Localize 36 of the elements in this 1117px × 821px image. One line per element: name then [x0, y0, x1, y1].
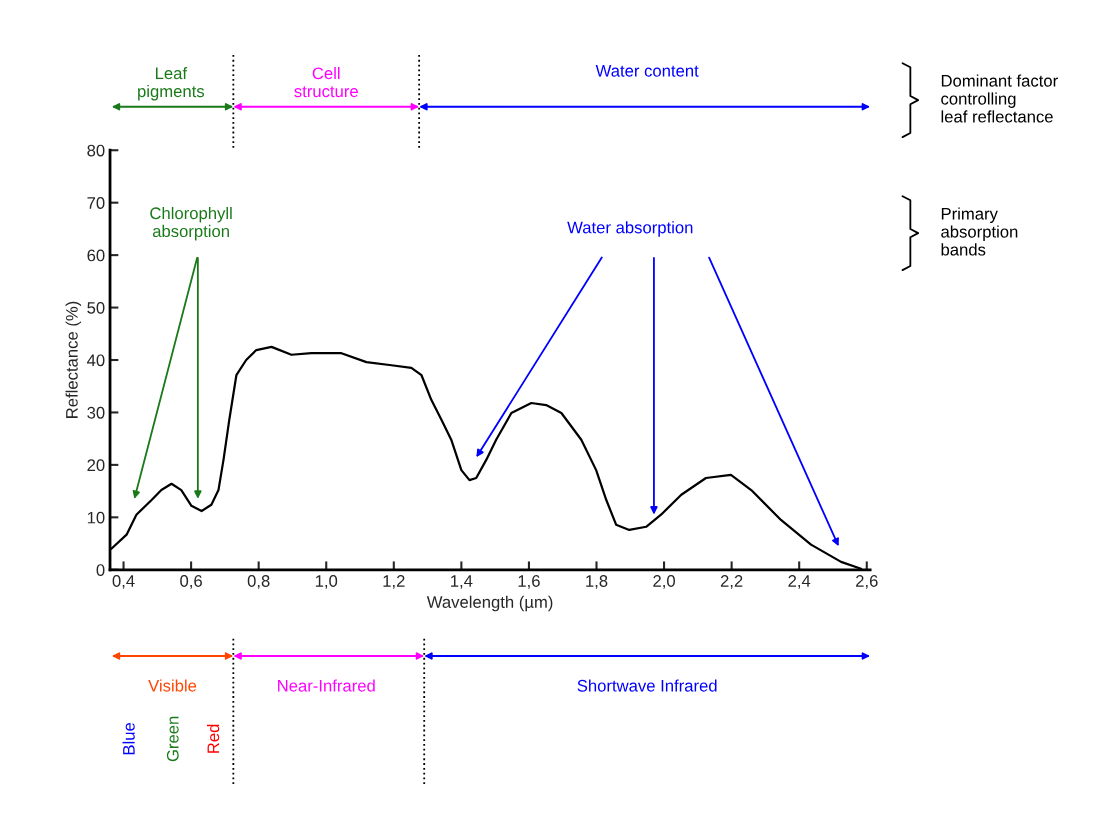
x-tick-label: 1,8 — [586, 575, 608, 589]
text: Cell structure — [294, 67, 358, 98]
text: Primary absorption bands — [941, 207, 1018, 256]
x-tick-label: 2,0 — [653, 575, 675, 589]
y-axis-title: Reflectance (%) — [65, 301, 82, 418]
x-tick-label: 0,6 — [180, 575, 202, 589]
x-tick-label: 2,2 — [720, 575, 743, 589]
x-tick-label: 1,6 — [518, 575, 540, 589]
text: Near-Infrared — [278, 679, 375, 692]
y-tick-label: 70 — [87, 197, 105, 209]
y-tick-label: 0 — [96, 564, 105, 576]
text: Water content — [595, 65, 699, 77]
x-tick-label: 1,4 — [451, 575, 473, 589]
x-tick-label: 1,2 — [383, 575, 405, 589]
y-tick-label: 30 — [87, 406, 105, 419]
y-tick-label: 10 — [87, 511, 105, 524]
x-tick-label: 0,4 — [112, 575, 135, 589]
text: Visible — [148, 679, 197, 692]
y-tick-label: 80 — [87, 144, 105, 157]
y-tick-label: 50 — [87, 301, 105, 314]
annotation: Chlorophyll absorption — [150, 206, 232, 241]
y-tick-label: 40 — [87, 354, 105, 367]
text: Leaf pigments — [138, 67, 205, 101]
annotation: Water absorption — [567, 221, 693, 237]
x-tick-label: 1,0 — [315, 575, 338, 589]
y-tick-label: 60 — [87, 249, 105, 262]
text: Green — [166, 716, 179, 762]
text: Blue — [122, 722, 135, 755]
x-tick-label: 0,8 — [247, 575, 270, 589]
text: Dominant factor controlling leaf reflectance — [941, 74, 1058, 123]
text: Shortwave Infrared — [577, 679, 717, 692]
text: Red — [206, 724, 220, 753]
x-axis-title: Wavelength (µm) — [426, 595, 553, 612]
y-tick-label: 20 — [87, 459, 105, 472]
x-tick-label: 2,6 — [856, 575, 878, 589]
x-tick-label: 2,4 — [788, 575, 811, 589]
